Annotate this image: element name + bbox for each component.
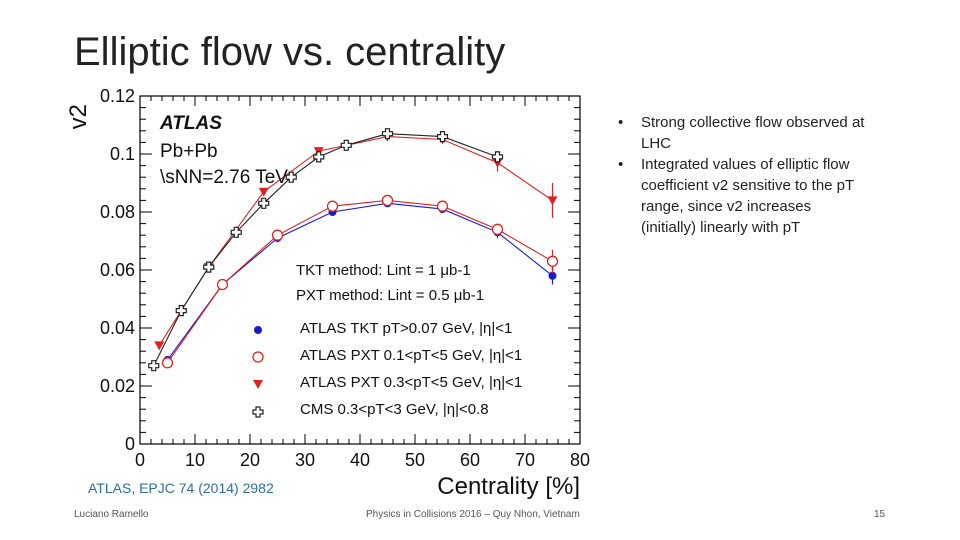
- bullet-list: • Strong collective flow observed at LHC …: [618, 112, 868, 238]
- legend-marker-cms: [252, 406, 264, 418]
- series-line-1: [167, 199, 553, 364]
- x-tick-label: 50: [405, 450, 425, 470]
- legend: ATLAS TKT pT>0.07 GeV, |η|<1 ATLAS PXT 0…: [252, 320, 522, 418]
- data-point: [230, 226, 242, 238]
- data-point: [547, 196, 558, 206]
- legend-entry-atlas-tkt: ATLAS TKT pT>0.07 GeV, |η|<1: [300, 320, 512, 337]
- data-point: [285, 171, 297, 183]
- data-point: [175, 305, 187, 317]
- data-point: [258, 197, 270, 209]
- legend-marker-atlas-pxt-03: [253, 380, 263, 389]
- bullet-text: Strong collective flow observed at LHC: [641, 114, 865, 152]
- data-point: [313, 151, 325, 163]
- x-tick-label: 20: [240, 450, 260, 470]
- tkt-method-label: TKT method: Lint = 1 μb-1: [296, 262, 471, 279]
- legend-entry-cms: CMS 0.3<pT<3 GeV, |η|<0.8: [300, 401, 489, 418]
- footer-conference: Physics in Collisions 2016 – Quy Nhon, V…: [366, 509, 580, 520]
- data-point: [216, 278, 229, 291]
- reference-citation: ATLAS, EPJC 74 (2014) 2982: [88, 480, 274, 496]
- y-axis-label: v2: [65, 104, 92, 129]
- data-point: [326, 200, 339, 212]
- series-lines: [153, 133, 553, 366]
- bullet-item: • Strong collective flow observed at LHC: [618, 114, 865, 152]
- y-tick-label: 0.08: [100, 202, 135, 222]
- y-tick-label: 0.1: [110, 144, 135, 164]
- bullet-text: Integrated values of elliptic flow coeff…: [641, 156, 854, 236]
- y-tick-label: 0.02: [100, 376, 135, 396]
- x-tick-label: 70: [515, 450, 535, 470]
- axes: 0 10 20 30 40 50 60 70 80 0 0.02 0.04 0.06 0.08 0.1 0.1…: [100, 86, 590, 470]
- data-point: [436, 131, 449, 143]
- slide-title: Elliptic flow vs. centrality: [74, 30, 506, 74]
- bullet-item: • Integrated values of elliptic flow coef…: [618, 156, 854, 236]
- pxt-method-label: PXT method: Lint = 0.5 μb-1: [296, 287, 484, 304]
- x-tick-label: 30: [295, 450, 315, 470]
- data-point: [148, 360, 160, 372]
- y-tick-label: 0.06: [100, 260, 135, 280]
- y-tick-label: 0: [125, 434, 135, 454]
- system-label: Pb+Pb: [160, 141, 218, 162]
- page-number: 15: [874, 509, 886, 520]
- x-tick-label: 80: [570, 450, 590, 470]
- x-tick-label: 10: [185, 450, 205, 470]
- data-point: [203, 261, 215, 273]
- legend-entry-atlas-pxt-01: ATLAS PXT 0.1<pT<5 GeV, |η|<1: [300, 347, 522, 364]
- y-tick-label: 0.12: [100, 86, 135, 106]
- legend-marker-atlas-pxt-01: [252, 351, 264, 363]
- data-point: [154, 341, 165, 351]
- data-point: [381, 128, 394, 140]
- data-point: [340, 139, 352, 151]
- data-point: [271, 229, 284, 241]
- x-tick-label: 0: [135, 450, 145, 470]
- data-point: [491, 223, 504, 236]
- x-tick-label: 60: [460, 450, 480, 470]
- data-point: [161, 357, 174, 369]
- data-point: [546, 255, 559, 267]
- series-marks: [148, 128, 559, 372]
- experiment-label: ATLAS: [159, 113, 222, 134]
- footer-author: Luciano Ramello: [74, 509, 149, 520]
- legend-marker-atlas-tkt: [254, 326, 262, 334]
- energy-label: \sNN=2.76 TeV: [160, 167, 288, 188]
- y-tick-label: 0.04: [100, 318, 135, 338]
- x-axis-label: Centrality [%]: [437, 473, 580, 500]
- data-point: [381, 194, 394, 207]
- data-point: [258, 187, 269, 197]
- data-point: [436, 200, 449, 212]
- x-tick-label: 40: [350, 450, 370, 470]
- data-point: [548, 271, 557, 280]
- legend-entry-atlas-pxt-03: ATLAS PXT 0.3<pT<5 GeV, |η|<1: [300, 374, 522, 391]
- data-point: [491, 151, 504, 163]
